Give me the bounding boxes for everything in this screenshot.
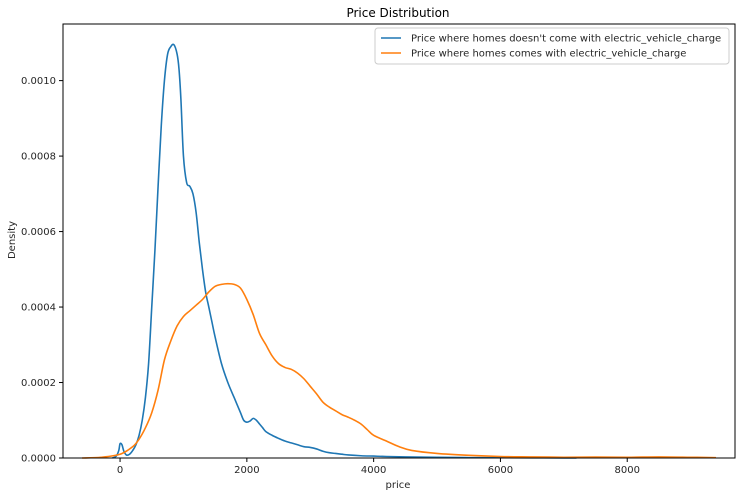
legend-entry-2: Price where homes comes with electric_ve… — [411, 49, 686, 60]
legend-entry-1: Price where homes doesn't come with elec… — [411, 34, 721, 45]
x-tick-label: 0 — [117, 465, 123, 476]
y-tick-label: 0.0006 — [21, 227, 56, 238]
x-tick-label: 2000 — [234, 465, 259, 476]
legend: Price where homes doesn't come with elec… — [374, 27, 730, 65]
y-tick-label: 0.0008 — [21, 152, 56, 163]
y-tick-label: 0.0000 — [21, 454, 56, 465]
ticks-layer: 0 2000 4000 6000 8000 0.0000 0.0002 0.0004 0.000… — [21, 76, 640, 476]
chart-title: Price Distribution — [346, 6, 449, 20]
y-axis-label: Density — [7, 221, 18, 259]
lines-layer — [81, 43, 716, 459]
x-tick-label: 4000 — [361, 465, 386, 476]
x-tick-label: 6000 — [488, 465, 513, 476]
x-axis-label: price — [386, 480, 411, 491]
y-tick-label: 0.0004 — [21, 303, 56, 314]
x-tick-label: 8000 — [614, 465, 639, 476]
legend-box — [374, 27, 730, 65]
series-line-2 — [81, 282, 716, 459]
plot-frame — [62, 23, 736, 459]
y-tick-label: 0.0002 — [21, 378, 56, 389]
series-line-1 — [112, 43, 577, 459]
y-tick-label: 0.0010 — [21, 76, 56, 87]
